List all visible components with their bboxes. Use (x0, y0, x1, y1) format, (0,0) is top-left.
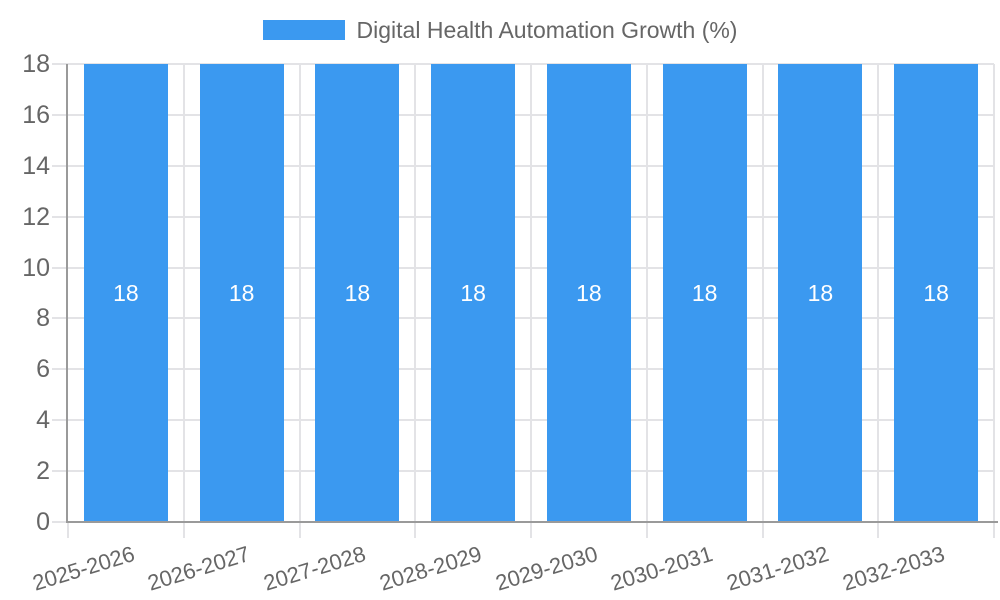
y-tick (52, 368, 68, 371)
y-tick (52, 63, 68, 65)
y-tick (52, 521, 68, 523)
bar-value-label: 18 (923, 280, 949, 306)
y-tick-label: 4 (36, 406, 50, 435)
y-tick (52, 215, 68, 218)
bar (662, 64, 747, 521)
y-axis-line (66, 64, 68, 522)
y-tick-label: 14 (22, 151, 50, 180)
x-tick (993, 522, 995, 538)
bar-value-label: 18 (344, 280, 371, 306)
x-grid-line (530, 64, 532, 522)
bar (431, 64, 516, 521)
x-grid-line (993, 64, 995, 522)
bar (894, 64, 979, 521)
x-tick (182, 522, 185, 538)
x-grid-line (877, 64, 880, 522)
x-tick (761, 522, 764, 538)
y-tick-label: 2 (36, 457, 50, 486)
y-tick (52, 470, 68, 473)
x-tick (645, 522, 648, 538)
legend-swatch (262, 20, 345, 40)
y-tick (52, 317, 68, 320)
x-tick-label: 2028-2029 (376, 541, 485, 596)
y-tick (52, 164, 68, 167)
chart-legend[interactable]: Digital Health Automation Growth (%) (0, 16, 1000, 44)
x-axis-line (66, 521, 998, 523)
x-tick (877, 522, 880, 538)
bar-value-label: 18 (460, 280, 486, 306)
bar-value-label: 18 (576, 280, 602, 306)
bar (315, 64, 400, 521)
x-tick-label: 2025-2026 (29, 541, 138, 596)
y-tick (52, 113, 68, 116)
bar (546, 64, 631, 521)
x-tick-label: 2029-2030 (492, 541, 601, 596)
x-tick-label: 2031-2032 (723, 541, 832, 596)
y-tick-label: 10 (22, 253, 50, 282)
bar-value-label: 18 (807, 280, 834, 306)
y-tick-label: 0 (36, 508, 50, 536)
x-tick (298, 522, 301, 538)
x-grid-line (182, 64, 185, 522)
y-tick-label: 16 (22, 100, 50, 129)
bar (199, 64, 284, 521)
bar (778, 64, 863, 521)
x-tick (530, 522, 532, 538)
bar-value-label: 18 (113, 280, 139, 306)
y-tick-label: 12 (22, 202, 50, 231)
x-grid-line (298, 64, 301, 522)
x-tick-label: 2030-2031 (608, 541, 716, 596)
y-tick-label: 6 (36, 355, 50, 384)
x-tick (67, 522, 69, 538)
bar (83, 64, 168, 521)
y-tick (52, 266, 68, 269)
y-tick (52, 419, 68, 422)
x-grid-line (761, 64, 764, 522)
x-tick-label: 2027-2028 (260, 541, 369, 596)
x-grid-line (645, 64, 648, 522)
bar-value-label: 18 (228, 280, 255, 306)
y-tick-label: 8 (36, 304, 50, 333)
legend-label: Digital Health Automation Growth (%) (356, 17, 738, 43)
x-tick (414, 522, 417, 538)
x-tick-label: 2032-2033 (839, 541, 948, 596)
x-tick-label: 2026-2027 (145, 541, 253, 596)
bar-value-label: 18 (691, 280, 718, 306)
x-grid-line (414, 64, 417, 522)
y-tick-label: 18 (22, 50, 50, 78)
